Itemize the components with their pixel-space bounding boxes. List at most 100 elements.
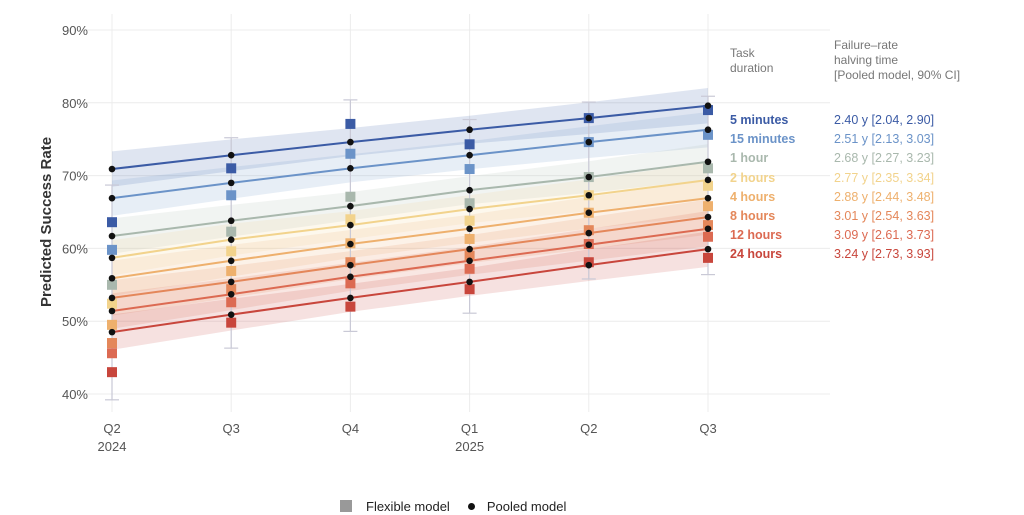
flexible-point [464, 198, 475, 209]
pooled-point [585, 229, 593, 237]
pooled-point [585, 173, 593, 181]
legend-square-icon [340, 500, 352, 512]
pooled-point [466, 126, 473, 134]
x-tick-label: Q2 [580, 421, 597, 436]
pooled-point [227, 217, 235, 225]
task-duration-label: 1 hour [730, 151, 769, 166]
x-axis: Q2 2024 Q3 Q4 Q1 2025 Q2 Q3 [98, 421, 717, 454]
halving-time-value: 2.68 y [2.27, 3.23] [834, 151, 935, 166]
pooled-point [585, 209, 593, 217]
flexible-point [464, 263, 475, 274]
flexible-point [464, 250, 475, 261]
flexible-point [345, 118, 356, 129]
pooled-point [347, 138, 354, 146]
pooled-point [347, 202, 354, 210]
pooled-point [347, 261, 354, 269]
flexible-point [345, 148, 356, 159]
task-duration-label: 4 hours [730, 189, 776, 204]
flexible-point [107, 367, 117, 378]
confidence-band [112, 112, 708, 216]
task-duration-header: Task duration [730, 46, 773, 76]
pooled-line [111, 178, 709, 259]
flexible-point [226, 226, 237, 237]
confidence-bands [112, 88, 708, 350]
pooled-line [111, 104, 709, 171]
flexible-point [464, 284, 475, 295]
confidence-band [112, 180, 708, 296]
flexible-point [345, 278, 356, 289]
pooled-point [108, 194, 116, 202]
flexible-point [226, 265, 237, 276]
header-line: halving time [834, 53, 899, 67]
pooled-line [111, 216, 709, 299]
pooled-point [585, 241, 593, 249]
pooled-point [347, 165, 354, 172]
halving-time-value: 2.40 y [2.04, 2.90] [834, 113, 935, 127]
x-tick-label: Q2 [103, 421, 120, 436]
pooled-line [111, 128, 709, 200]
pooled-point [704, 102, 712, 110]
halving-time-value: 2.77 y [2.35, 3.34] [834, 170, 935, 185]
pooled-point [108, 294, 116, 302]
flexible-point [345, 301, 356, 312]
pooled-line [111, 227, 709, 312]
flexible-point [703, 105, 713, 116]
header-line: duration [730, 61, 774, 75]
task-duration-label: 15 minutes [730, 132, 796, 147]
halving-time-value: 3.01 y [2.54, 3.63] [834, 209, 935, 223]
x-tick-label: Q1 [461, 421, 478, 436]
pooled-point [108, 254, 116, 262]
flexible-point [345, 214, 356, 225]
pooled-line [111, 160, 709, 238]
flexible-point [226, 163, 237, 174]
flexible-point [226, 317, 237, 328]
pooled-point [585, 114, 593, 122]
flexible-point [703, 180, 713, 191]
y-tick-label: 50% [62, 314, 88, 329]
x-tick-label: Q4 [342, 421, 359, 436]
x-tick-sublabel: 2025 [455, 439, 484, 454]
pooled-point [585, 191, 593, 199]
task-duration-label: 12 hours [730, 228, 783, 243]
flexible-point [226, 190, 237, 201]
confidence-band [112, 162, 708, 276]
legend-flexible-label: Flexible model [366, 498, 450, 514]
flexible-point [703, 163, 713, 174]
pooled-point [704, 213, 712, 221]
flexible-point [226, 297, 237, 308]
flexible-point [226, 284, 237, 295]
pooled-point [466, 245, 473, 253]
pooled-markers [108, 102, 712, 336]
flexible-point [226, 246, 237, 257]
x-tick-sublabel: 2024 [98, 439, 127, 454]
pooled-point [227, 311, 235, 318]
pooled-point [108, 328, 116, 336]
pooled-point [227, 278, 235, 286]
pooled-point [466, 151, 473, 159]
task-duration-label: 2 hours [730, 170, 776, 185]
confidence-band [112, 211, 708, 329]
halving-time-header: Failure–rate halving time [Pooled model,… [834, 38, 960, 83]
pooled-point [108, 307, 116, 315]
task-duration-label: 24 hours [730, 247, 783, 262]
y-tick-label: 80% [62, 96, 88, 111]
pooled-point [704, 225, 712, 233]
halving-time-value: 2.88 y [2.44, 3.48] [834, 189, 935, 204]
pooled-point [108, 232, 116, 240]
y-tick-label: 70% [62, 169, 88, 184]
legend: Flexible model Pooled model [340, 497, 566, 515]
pooled-point [704, 126, 712, 134]
flexible-point [464, 233, 475, 244]
flexible-point [703, 201, 713, 212]
halving-time-value: 2.51 y [2.13, 3.03] [834, 132, 935, 147]
pooled-point [585, 261, 593, 269]
pooled-point [347, 273, 354, 281]
flexible-point [703, 252, 713, 263]
pooled-point [347, 294, 354, 302]
pooled-point [227, 290, 235, 298]
flexible-point [703, 220, 713, 231]
legend-pooled-label: Pooled model [486, 498, 567, 514]
pooled-line [111, 197, 709, 280]
pooled-point [466, 186, 473, 194]
